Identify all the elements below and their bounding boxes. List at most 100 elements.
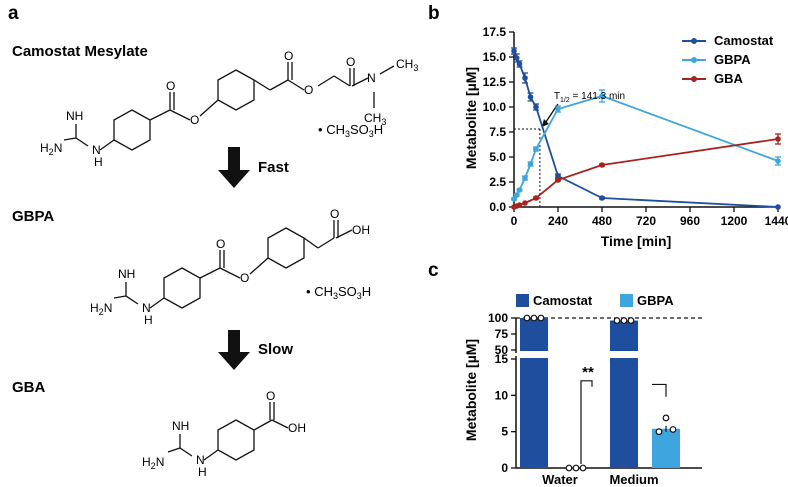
- y-tick-label: 0: [501, 461, 508, 475]
- bar-camostat-water: [520, 318, 548, 468]
- replicate-point: [669, 426, 677, 433]
- arrow-down-icon: [218, 147, 250, 188]
- data-point-gba: [533, 195, 539, 201]
- compound-name-gbpa: GBPA: [12, 208, 54, 225]
- data-point-gba: [516, 202, 523, 208]
- x-tick-label: 240: [548, 214, 568, 228]
- replicate-point: [579, 464, 587, 472]
- replicate-point: [530, 314, 538, 322]
- y-tick-label: 5: [501, 425, 508, 439]
- replicate-point: [613, 317, 621, 324]
- legend-marker: [691, 76, 697, 82]
- x-tick-label: 480: [592, 214, 612, 228]
- data-point-camostat: [775, 204, 781, 210]
- svg-text:N: N: [142, 301, 151, 315]
- svg-text:NH: NH: [118, 267, 135, 281]
- salt-2: • CH3SO3H: [306, 284, 371, 301]
- data-point-camostat: [511, 48, 517, 54]
- data-point-gbpa: [599, 93, 605, 99]
- data-point-gba: [522, 200, 528, 206]
- y-tick-label: 10.0: [483, 100, 507, 114]
- annotation-arrowhead: [541, 119, 549, 127]
- series-line-gba: [513, 138, 779, 208]
- data-point-gbpa: [511, 196, 517, 202]
- data-point-camostat: [522, 75, 528, 81]
- data-point-gba: [599, 162, 605, 168]
- x-tick-label: 720: [636, 214, 656, 228]
- medium-bracket: [652, 383, 667, 397]
- replicate-point: [627, 317, 635, 324]
- y-tick-label: 5.0: [489, 150, 506, 164]
- data-point-camostat: [527, 94, 534, 100]
- legend-marker: [691, 38, 697, 44]
- camostat-structure: [75, 62, 395, 151]
- svg-text:CH3: CH3: [364, 111, 386, 127]
- legend-label: GBPA: [637, 293, 674, 308]
- svg-text:N: N: [367, 71, 376, 85]
- y-axis-label: Metabolite [µM]: [463, 339, 479, 441]
- data-point-camostat: [513, 55, 520, 61]
- svg-text:O: O: [240, 271, 249, 285]
- legend-label: GBA: [714, 71, 744, 86]
- salt-1: • CH3SO3H: [318, 122, 383, 139]
- compound-name-camostat: Camostat Mesylate: [12, 43, 148, 60]
- axis-break-gap: [609, 351, 639, 358]
- svg-text:O: O: [284, 49, 293, 63]
- svg-text:O: O: [330, 207, 339, 221]
- bar-chart: c 50 75 100 0 5 10 15 Water Medium ** Camostat GB…: [428, 260, 702, 487]
- data-point-gbpa: [516, 187, 523, 193]
- data-point-camostat: [516, 61, 523, 67]
- svg-text:CH3: CH3: [396, 57, 418, 73]
- gba-atoms: O OH N H NH H2N: [142, 389, 306, 479]
- arrow-label-fast: Fast: [258, 159, 289, 176]
- panel-label-b: b: [428, 3, 440, 24]
- category-label-water: Water: [542, 472, 578, 487]
- svg-text:N: N: [196, 453, 205, 467]
- y-tick-label: 7.5: [489, 125, 506, 139]
- svg-text:H: H: [198, 465, 207, 479]
- x-tick-label: 0: [511, 214, 518, 228]
- panel-label-c: c: [428, 260, 439, 281]
- half-life-annotation: T1/2 = 141.3 min: [554, 91, 625, 104]
- svg-text:H: H: [94, 155, 103, 169]
- svg-text:N: N: [92, 143, 101, 157]
- gba-structure: [167, 402, 289, 461]
- x-tick-label: 960: [680, 214, 700, 228]
- y-tick-label: 15.0: [483, 50, 507, 64]
- svg-text:NH: NH: [172, 419, 189, 433]
- data-point-camostat: [555, 173, 561, 179]
- data-point-gba: [775, 136, 781, 142]
- y-tick-label: 50: [495, 343, 509, 357]
- y-tick-label: 15: [495, 352, 509, 366]
- data-point-gbpa: [775, 158, 781, 164]
- data-point-gbpa: [555, 106, 561, 112]
- gbpa-atoms: O O O OH N H NH H2N: [90, 207, 370, 327]
- compound-name-gba: GBA: [12, 379, 46, 396]
- y-tick-label: 2.5: [489, 175, 506, 189]
- svg-text:H2N: H2N: [40, 141, 62, 157]
- time-course-chart: b 0.0 2.5 5.0 7.5 10.0 12.5 15.0 17.5 0 240 480 720…: [428, 3, 788, 249]
- replicate-point: [523, 314, 531, 322]
- replicate-point: [572, 464, 580, 472]
- legend-label: Camostat: [714, 33, 774, 48]
- legend-label: Camostat: [533, 293, 593, 308]
- bar-camostat-medium: [610, 320, 638, 468]
- legend-marker: [691, 57, 697, 63]
- y-tick-label: 75: [495, 327, 509, 341]
- x-tick-label: 1200: [721, 214, 748, 228]
- panel-label-a: a: [8, 3, 19, 24]
- data-point-gbpa: [527, 161, 534, 167]
- data-point-camostat: [599, 195, 605, 201]
- svg-text:OH: OH: [288, 421, 306, 435]
- bar-gbpa-medium: [652, 428, 680, 468]
- data-point-gbpa: [533, 146, 539, 152]
- y-tick-label: 10: [495, 388, 509, 402]
- replicate-point: [565, 464, 573, 472]
- y-tick-label: 12.5: [483, 75, 507, 89]
- x-tick-label: 1440: [765, 214, 788, 228]
- legend-label: GBPA: [714, 52, 751, 67]
- svg-text:OH: OH: [352, 223, 370, 237]
- legend-swatch: [620, 294, 633, 307]
- svg-text:O: O: [190, 113, 199, 127]
- x-axis-label: Time [min]: [601, 233, 672, 249]
